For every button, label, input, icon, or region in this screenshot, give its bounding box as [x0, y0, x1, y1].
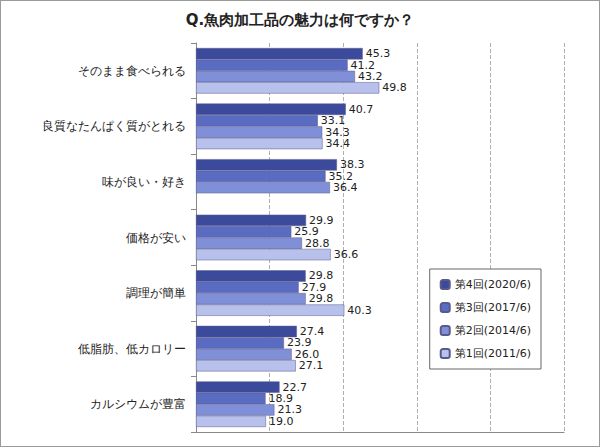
- svg-text:18.9: 18.9: [268, 392, 294, 405]
- svg-text:49.8: 49.8: [382, 81, 407, 94]
- svg-text:35.2: 35.2: [328, 169, 353, 183]
- svg-text:25.9: 25.9: [294, 225, 319, 239]
- svg-text:21.3: 21.3: [277, 403, 302, 417]
- svg-text:第3回(2017/6): 第3回(2017/6): [455, 301, 531, 314]
- svg-text:43.2: 43.2: [358, 70, 383, 83]
- svg-text:良質なたんぱく質がとれる: 良質なたんぱく質がとれる: [42, 119, 186, 133]
- svg-text:価格が安い: 価格が安い: [126, 231, 186, 245]
- svg-text:41.2: 41.2: [350, 58, 376, 72]
- svg-text:27.4: 27.4: [299, 325, 325, 339]
- svg-text:36.4: 36.4: [333, 181, 358, 194]
- svg-text:そのまま食べられる: そのまま食べられる: [78, 64, 186, 78]
- svg-text:22.7: 22.7: [282, 380, 307, 394]
- svg-text:第2回(2014/6): 第2回(2014/6): [455, 324, 531, 337]
- svg-text:19.0: 19.0: [269, 415, 294, 428]
- svg-text:第1回(2011/6): 第1回(2011/6): [455, 347, 531, 360]
- svg-text:34.3: 34.3: [325, 125, 350, 139]
- svg-text:Q.魚肉加工品の魅力は何ですか？: Q.魚肉加工品の魅力は何ですか？: [186, 11, 414, 29]
- svg-text:29.9: 29.9: [309, 213, 334, 227]
- svg-text:23.9: 23.9: [287, 336, 312, 350]
- svg-text:34.4: 34.4: [326, 137, 351, 150]
- svg-text:38.3: 38.3: [339, 158, 365, 172]
- svg-text:33.1: 33.1: [320, 114, 346, 128]
- svg-text:29.8: 29.8: [308, 269, 334, 283]
- svg-text:36.6: 36.6: [334, 248, 359, 261]
- svg-text:低脂肪、低カロリー: 低脂肪、低カロリー: [78, 342, 186, 356]
- svg-text:カルシウムが豊富: カルシウムが豊富: [90, 397, 186, 411]
- svg-text:26.0: 26.0: [294, 347, 320, 361]
- svg-text:味が良い・好き: 味が良い・好き: [102, 175, 186, 189]
- svg-text:45.3: 45.3: [365, 47, 391, 61]
- svg-text:27.9: 27.9: [301, 280, 327, 294]
- svg-text:27.1: 27.1: [299, 359, 324, 372]
- svg-text:第4回(2020/6): 第4回(2020/6): [455, 278, 531, 291]
- svg-text:40.7: 40.7: [349, 103, 374, 116]
- svg-text:28.8: 28.8: [305, 237, 330, 250]
- svg-text:29.8: 29.8: [309, 292, 334, 305]
- svg-text:調理が簡単: 調理が簡単: [126, 286, 186, 300]
- svg-text:40.3: 40.3: [347, 304, 372, 317]
